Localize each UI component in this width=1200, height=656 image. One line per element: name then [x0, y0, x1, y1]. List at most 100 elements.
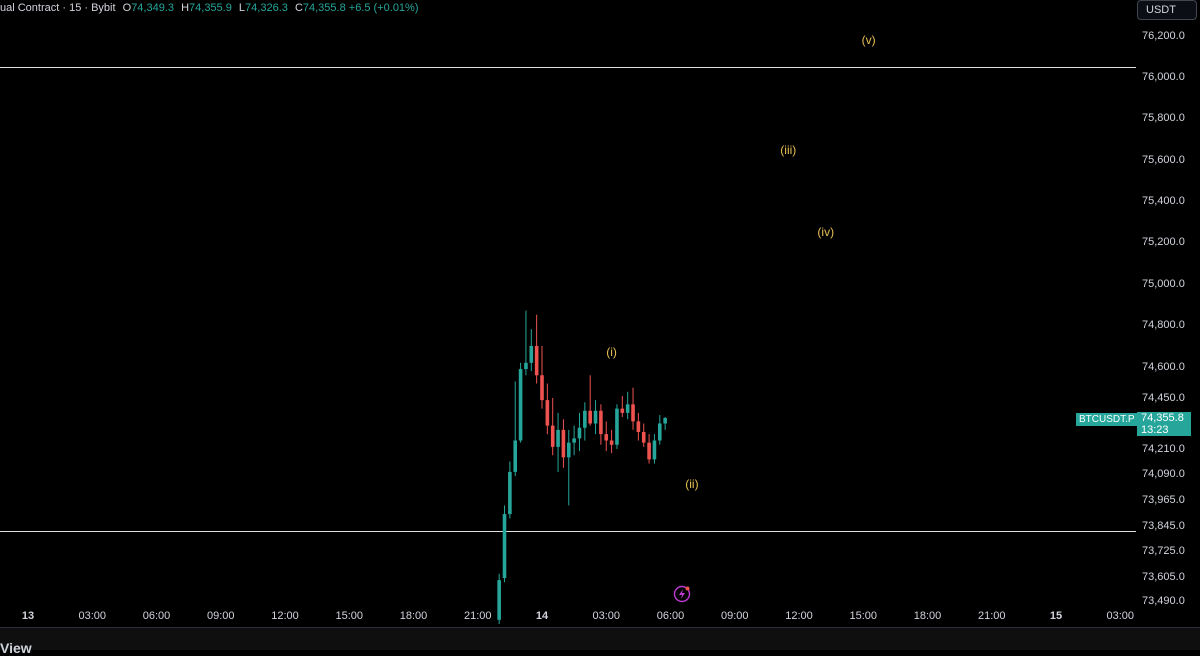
time-tick-label: 18:00	[399, 610, 428, 622]
candle	[540, 346, 544, 409]
candle-body	[524, 362, 528, 370]
price-tick-label: 73,490.0	[1142, 595, 1185, 607]
candle-body	[641, 432, 646, 443]
candle	[508, 461, 512, 519]
candle-body	[620, 408, 625, 413]
candle	[631, 387, 635, 430]
candle	[593, 400, 598, 435]
time-tick-label: 06:00	[142, 610, 171, 622]
candle-body	[518, 369, 523, 441]
candle	[566, 429, 571, 506]
candle-body	[631, 404, 635, 422]
candle-body	[545, 400, 550, 426]
price-tick-label: 73,725.0	[1142, 545, 1185, 557]
currency-selector[interactable]: USDT	[1137, 0, 1197, 20]
candle-body	[502, 514, 507, 579]
price-tick-label: 73,965.0	[1142, 494, 1185, 506]
candle	[647, 434, 651, 464]
price-tick-label: 74,450.0	[1142, 392, 1185, 404]
time-tick-label: 06:00	[656, 610, 685, 622]
elliott-wave-label[interactable]: (iv)	[817, 224, 835, 239]
candle-body	[663, 417, 667, 424]
candle-body	[566, 442, 571, 458]
legend-close-label: C	[294, 2, 303, 14]
legend-high-value: 74,355.9	[189, 2, 232, 14]
candle-body	[636, 421, 641, 432]
elliott-wave-label[interactable]: (iii)	[780, 142, 797, 157]
time-tick-label: 14	[535, 610, 549, 622]
candle	[513, 381, 518, 477]
time-tick-label: 15:00	[335, 610, 364, 622]
candle-body	[583, 410, 587, 428]
price-tick-label: 73,605.0	[1142, 571, 1185, 583]
candle	[550, 398, 555, 456]
price-tick-label: 75,000.0	[1142, 278, 1185, 290]
price-tick-label: 74,800.0	[1142, 319, 1185, 331]
elliott-wave-label[interactable]: (i)	[606, 345, 617, 360]
legend-low-label: L	[238, 2, 246, 14]
price-axis[interactable]: 76,200.0 76,000.0 75,800.0 75,600.0 75,400.0…	[1136, 0, 1200, 627]
legend-low-value: 74,326.3	[245, 2, 288, 14]
symbol-price-label: BTCUSDT.P	[1076, 413, 1138, 426]
candle-body	[604, 434, 609, 441]
candle	[556, 412, 560, 472]
time-tick-label: 12:00	[785, 610, 813, 622]
candle-body	[534, 346, 539, 376]
candle-body	[647, 442, 651, 460]
candle-body	[508, 471, 512, 515]
time-tick-label: 21:00	[463, 610, 492, 622]
elliott-wave-label[interactable]: (v)	[861, 33, 876, 48]
candle	[599, 404, 603, 445]
candle	[615, 404, 619, 449]
time-tick-label: 15	[1049, 610, 1063, 622]
price-tick-label: 74,210.0	[1142, 443, 1185, 455]
candle	[524, 310, 528, 376]
legend-title: ual Contract · 15 · Bybit	[0, 2, 116, 14]
lightning-alert-icon[interactable]	[673, 585, 691, 603]
candle	[604, 421, 609, 452]
candle	[518, 362, 523, 443]
candle	[636, 412, 641, 441]
time-tick-label: 15:00	[849, 610, 878, 622]
candle-body	[513, 440, 518, 472]
time-tick-label: 03:00	[78, 610, 107, 622]
candle	[620, 395, 625, 418]
candle-body	[615, 408, 619, 445]
legend-close-value: 74,355.8	[302, 2, 346, 14]
time-tick-label: 03:00	[1106, 610, 1135, 622]
legend-open-value: 74,349.3	[131, 2, 175, 14]
candle	[529, 329, 534, 372]
price-tick-label: 74,090.0	[1142, 468, 1185, 480]
time-tick-label: 03:00	[592, 610, 621, 622]
candle-body	[540, 375, 544, 401]
candle	[609, 429, 614, 454]
candle	[625, 391, 630, 420]
bottom-bar	[0, 627, 1200, 650]
price-tick-label: 75,200.0	[1142, 236, 1185, 248]
legend-high-label: H	[181, 2, 190, 14]
time-tick-label: 18:00	[913, 610, 942, 622]
candle-body	[572, 438, 576, 443]
elliott-wave-label[interactable]: (ii)	[685, 477, 699, 492]
price-tick-label: 75,600.0	[1142, 154, 1185, 166]
price-tick-label: 74,600.0	[1142, 361, 1185, 373]
candle	[497, 573, 501, 624]
candle	[657, 415, 662, 445]
candle	[534, 314, 539, 384]
candle	[663, 417, 667, 430]
candle-body	[599, 410, 603, 435]
legend-open-label: O	[122, 2, 132, 14]
candle-body	[556, 429, 560, 447]
candlestick-plot[interactable]	[0, 0, 1136, 627]
price-tick-label: 73,845.0	[1142, 520, 1185, 532]
candle-body	[588, 410, 592, 424]
candle	[502, 505, 507, 583]
candle	[577, 412, 582, 452]
candle	[561, 419, 566, 468]
candle-body	[657, 423, 662, 441]
time-tick-label: 21:00	[977, 610, 1006, 622]
candle-body	[561, 429, 566, 458]
candle	[583, 402, 587, 441]
ohlc-legend: ual Contract · 15 · Bybit O74,349.3 H74,…	[0, 2, 419, 16]
legend-change: +6.5 (+0.01%)	[348, 2, 419, 14]
